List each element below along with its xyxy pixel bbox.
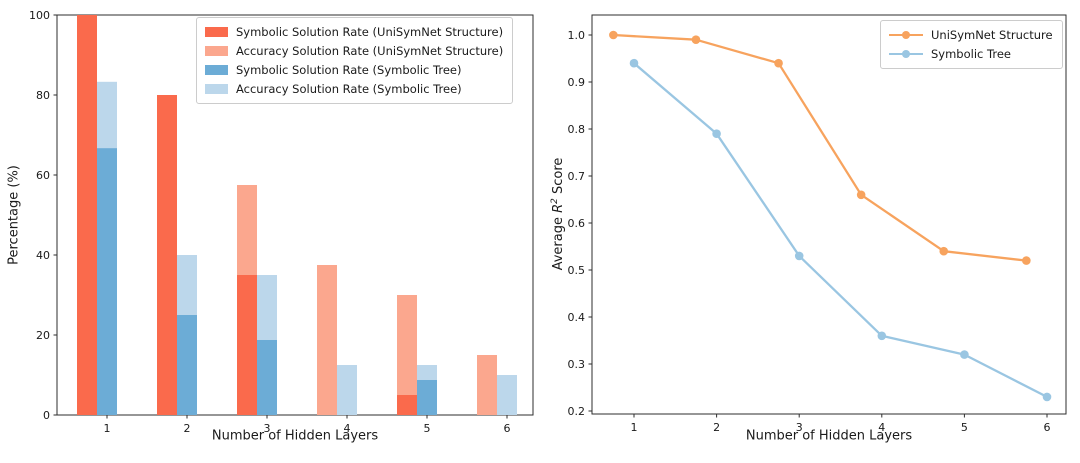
right-xaxis-label: Number of Hidden Layers [745,428,913,444]
right-xtick-label: 1 [631,421,638,434]
right-ytick-label: 0.8 [568,123,586,136]
left-ytick-label: 80 [36,89,50,102]
legend-item: Accuracy Solution Rate (UniSymNet Struct… [205,43,503,59]
bar-tree-front-layer5 [417,380,437,415]
legend-swatch-rect-icon [205,84,228,94]
bar-unisymnet-front-layer5 [397,395,417,415]
legend-item: Symbolic Solution Rate (UniSymNet Struct… [205,24,503,40]
legend-item: Accuracy Solution Rate (Symbolic Tree) [205,81,503,97]
legend-label: Symbolic Solution Rate (UniSymNet Struct… [236,25,504,39]
point-series-0-x3 [774,58,783,68]
legend-item: Symbolic Solution Rate (Symbolic Tree) [205,62,503,78]
line-series-1 [632,62,1049,399]
legend-label: UniSymNet Structure [931,28,1053,42]
right-ytick-label: 0.5 [568,264,586,277]
right-axes-frame [591,14,1067,415]
right-xtick-label: 2 [713,421,720,434]
legend-swatch-rect-icon [205,27,228,37]
left-ytick-label: 60 [36,169,50,182]
point-series-0-x4 [856,190,866,200]
line-series-0 [612,33,1028,262]
right-yaxis-label: Average R2 Score [550,158,566,271]
left-ytick-label: 20 [36,329,50,342]
right-xtick-label: 3 [796,421,803,434]
legend-label: Accuracy Solution Rate (UniSymNet Struct… [236,44,504,58]
left-xaxis-label: Number of Hidden Layers [211,428,379,444]
left-xtick-label: 3 [264,422,271,435]
point-series-1-x2 [712,129,721,138]
left-axes-frame [56,14,534,416]
point-series-1-x1 [629,58,639,68]
legend-swatch-rect-icon [205,46,228,56]
legend-label: Accuracy Solution Rate (Symbolic Tree) [236,82,462,96]
right-xtick-label: 6 [1044,421,1051,434]
left-ytick-label: 100 [29,9,50,22]
left-xtick-label: 2 [184,422,191,435]
right-xtick-label: 4 [878,421,885,434]
right-ytick-label: 1.0 [568,29,586,42]
right-legend: UniSymNet Structure Symbolic Tree [880,20,1063,69]
bar-unisymnet-back-layer5 [397,295,417,415]
legend-swatch-rect-icon [205,65,228,75]
left-ytick-label: 40 [36,249,50,262]
left-legend: Symbolic Solution Rate (UniSymNet Struct… [196,17,514,104]
legend-label: Symbolic Solution Rate (Symbolic Tree) [236,63,462,77]
legend-marker-dot [902,50,910,58]
right-ytick-label: 0.7 [568,170,586,183]
point-series-1-x4 [877,331,887,341]
bar-tree-front-layer1 [97,148,117,415]
bar-unisymnet-front-layer2 [157,95,177,415]
point-series-0-x1 [609,30,618,40]
left-xtick-label: 4 [344,422,351,435]
legend-swatch-line-icon [889,30,923,40]
right-ytick-label: 0.9 [568,76,586,89]
left-xtick-label: 5 [424,422,431,435]
right-ytick-label: 0.2 [568,405,586,418]
bar-unisymnet-back-layer6 [477,355,497,415]
bar-tree-front-layer2 [177,315,197,415]
left-xtick-label: 6 [504,422,511,435]
legend-item: UniSymNet Structure [889,27,1053,43]
bar-tree-back-layer6 [497,375,517,415]
bar-tree-back-layer4 [337,365,357,415]
r-symbol: R [551,203,567,213]
r-exponent: 2 [549,198,560,204]
right-ytick-label: 0.4 [568,311,586,324]
left-xtick-label: 1 [104,422,111,435]
legend-swatch-line-icon [889,49,923,59]
bar-unisymnet-front-layer3 [237,275,257,415]
point-series-1-x6 [1042,392,1052,402]
bar-tree-front-layer3 [257,340,277,415]
legend-label: Symbolic Tree [931,47,1011,61]
legend-item: Symbolic Tree [889,46,1053,62]
right-xtick-label: 5 [961,421,968,434]
right-yaxis-label-suffix: Score [551,157,567,199]
point-series-0-x2 [691,35,701,44]
left-ytick-label: 0 [43,409,50,422]
left-yaxis-label: Percentage (%) [6,165,22,265]
right-yaxis-label-prefix: Average [551,212,567,271]
right-ytick-label: 0.3 [568,358,586,371]
legend-marker-dot [902,31,910,39]
bar-unisymnet-back-layer4 [317,265,337,415]
bar-unisymnet-front-layer1 [77,15,97,415]
point-series-0-x6 [1022,256,1031,265]
point-series-1-x3 [794,251,804,261]
point-series-0-x5 [939,246,949,256]
right-ytick-label: 0.6 [568,217,586,230]
point-series-1-x5 [960,350,969,359]
